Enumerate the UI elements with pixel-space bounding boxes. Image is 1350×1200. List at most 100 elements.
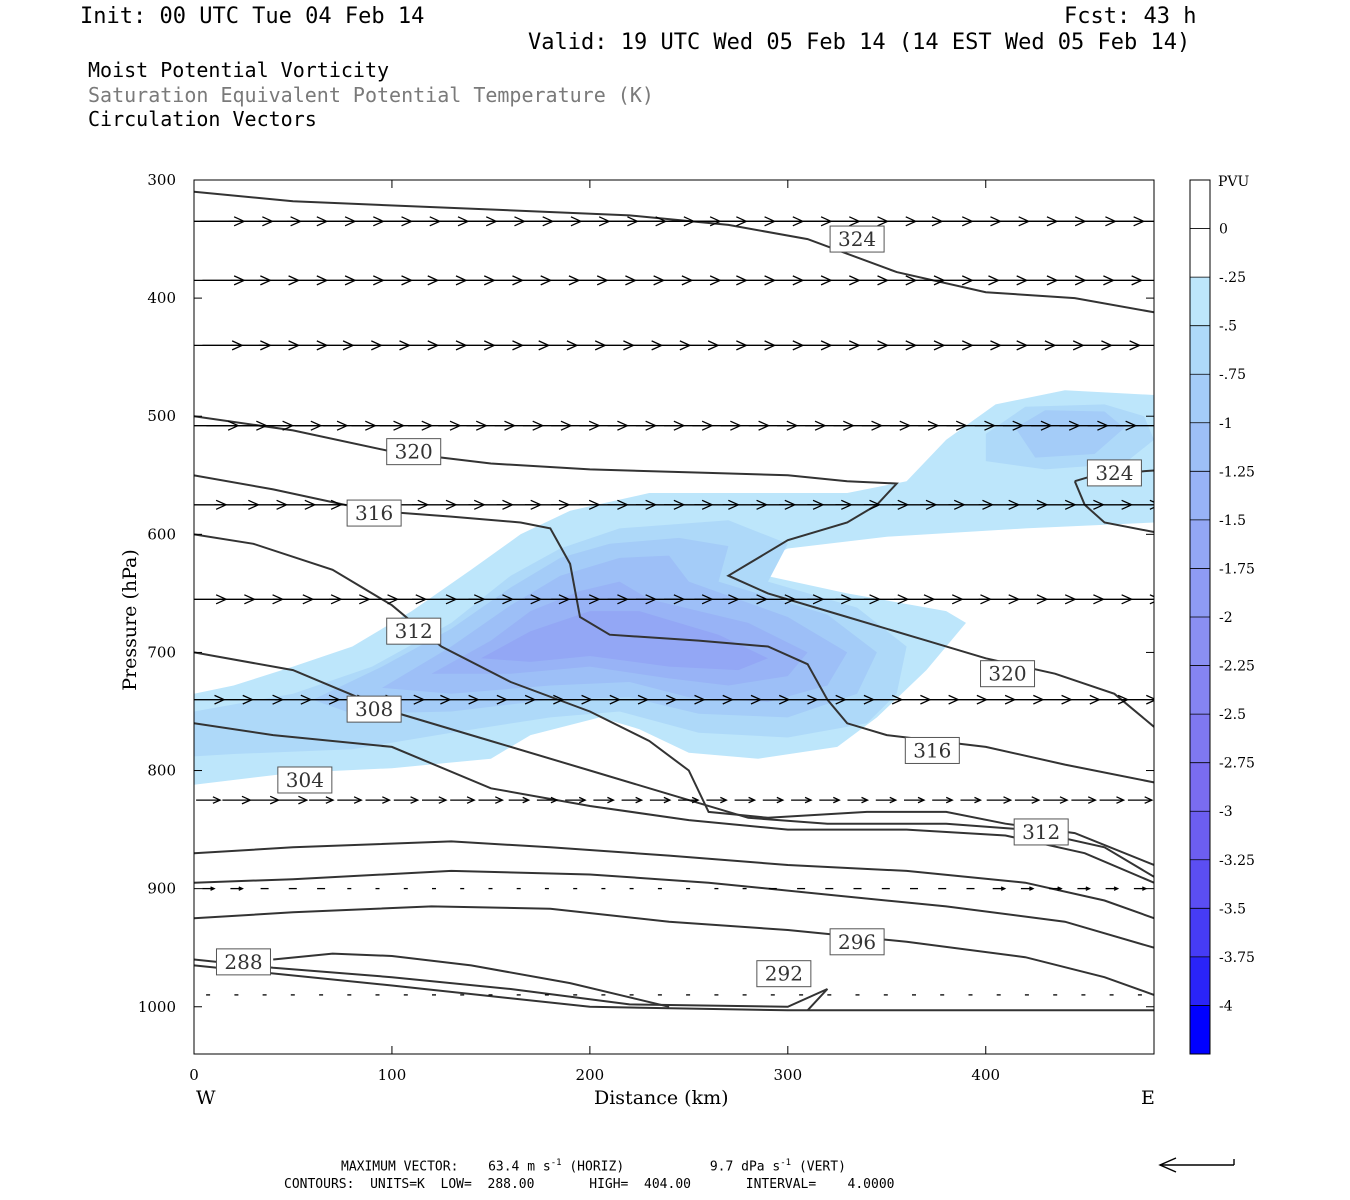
horiz-tag: (HORIZ) <box>569 1159 625 1175</box>
colorbar-tick-label: -.5 <box>1219 319 1237 335</box>
colorbar-swatch <box>1190 568 1210 618</box>
colorbar-tick-label: -3.25 <box>1219 853 1255 869</box>
field-thetae-title: Saturation Equivalent Potential Temperat… <box>88 83 654 107</box>
y-tick-label: 1000 <box>138 998 176 1016</box>
contour-label: 320 <box>386 438 442 466</box>
colorbar-swatch <box>1190 471 1210 521</box>
contour-label: 320 <box>980 660 1036 688</box>
theta-contour-11 <box>273 952 670 1008</box>
vector-arrow <box>847 796 870 804</box>
colorbar-swatch <box>1190 277 1210 327</box>
vector-arrow <box>230 886 244 891</box>
x-tick-label: 0 <box>189 1066 199 1084</box>
y-tick-label: 300 <box>147 171 176 189</box>
vector-arrow <box>1115 420 1154 431</box>
svg-text:324: 324 <box>1095 461 1133 485</box>
colorbar-swatch <box>1190 665 1210 715</box>
init-time: Init: 00 UTC Tue 04 Feb 14 <box>80 4 425 29</box>
vector-arrow <box>762 796 785 804</box>
vector-arrow <box>478 796 505 804</box>
colorbar-tick-label: -3.5 <box>1219 901 1246 917</box>
vector-arrow <box>1127 796 1154 804</box>
colorbar: 0 -.25 -.5 -.75 -1 -1.25 -1.5 -1.75 -2 -2.25 -2.5 -… <box>1189 179 1255 1055</box>
svg-text:288: 288 <box>224 950 262 974</box>
svg-text:292: 292 <box>765 962 803 986</box>
colorbar-tick-label: 0 <box>1219 222 1228 238</box>
y-tick-label: 700 <box>147 643 176 661</box>
theta-contour-0 <box>194 190 1154 314</box>
vector-arrow <box>1010 694 1045 705</box>
colorbar-swatch <box>1190 180 1210 230</box>
vector-arrow <box>278 795 309 805</box>
vector-arrow <box>1043 796 1069 804</box>
colorbar-swatch <box>1190 956 1210 1006</box>
colorbar-tick-label: -1.25 <box>1219 464 1255 480</box>
vector-arrow <box>954 694 989 705</box>
x-tick-label: 100 <box>378 1066 407 1084</box>
contour-label: 312 <box>1013 818 1069 846</box>
y-tick-label: 400 <box>147 289 176 307</box>
axes: 0 100 200 300 400 300 400 500 600 700 800 900 1000 <box>138 171 1154 1084</box>
vector-arrow <box>222 795 252 805</box>
colorbar-tick-label: -4 <box>1219 998 1233 1014</box>
vector-arrow <box>898 694 932 705</box>
contour-label: 292 <box>756 960 812 988</box>
vector-arrow <box>932 796 954 804</box>
x-west-label: W <box>196 1087 216 1109</box>
vector-arrow <box>1107 220 1154 222</box>
theta-contour-4 <box>194 474 1154 784</box>
vector-arrow <box>508 796 531 804</box>
svg-text:320: 320 <box>395 440 433 464</box>
vector-arrow <box>593 796 615 804</box>
vector-arrow <box>393 796 420 804</box>
vector-arrow <box>875 796 898 804</box>
theta-contour-5 <box>194 533 1154 866</box>
vector-arrow <box>1014 796 1041 804</box>
colorbar-tick-label: -3.75 <box>1219 950 1255 966</box>
svg-text:312: 312 <box>395 619 433 643</box>
vector-arrow <box>250 795 281 805</box>
contour-label: 288 <box>215 948 271 976</box>
vector-arrow <box>986 796 1013 804</box>
y-tick-label: 800 <box>147 762 176 780</box>
contour-label: 324 <box>1086 459 1142 487</box>
svg-text:312: 312 <box>1022 820 1060 844</box>
colorbar-swatch <box>1190 762 1210 812</box>
vector-arrow <box>536 796 559 804</box>
colorbar-tick-label: -1 <box>1219 416 1233 432</box>
vector-arrow <box>309 796 335 804</box>
vector-arrow <box>1133 886 1148 891</box>
contour-label: 312 <box>386 617 442 645</box>
y-tick-label: 900 <box>147 880 176 898</box>
vector-arrow <box>621 796 644 804</box>
max-vector-label: MAXIMUM VECTOR: <box>341 1159 459 1175</box>
vector-arrow <box>1109 279 1154 282</box>
colorbar-tick-label: -1.5 <box>1219 513 1246 529</box>
mpv-region-7 <box>481 611 768 671</box>
colorbar-tick-label: -3 <box>1219 804 1233 820</box>
y-tick-label: 600 <box>147 525 176 543</box>
theta-contour-13 <box>194 964 1154 1012</box>
vector-arrow <box>678 796 700 804</box>
svg-text:316: 316 <box>355 501 393 525</box>
contour-label: 296 <box>829 928 885 956</box>
vector-arrow <box>1123 694 1154 705</box>
vector-arrow <box>1099 796 1126 804</box>
x-east-label: E <box>1141 1087 1155 1109</box>
vector-arrow <box>734 796 757 804</box>
theta-contour-1 <box>194 415 1154 728</box>
colorbar-tick-label: -2.5 <box>1219 707 1246 723</box>
colorbar-swatch <box>1190 617 1210 667</box>
colorbar-tick-label: -.25 <box>1219 270 1246 286</box>
vector-arrow <box>1071 796 1097 804</box>
theta-contour-12 <box>194 958 829 1011</box>
vector-arrow <box>365 796 392 804</box>
vector-arrow <box>1111 344 1154 347</box>
vector-arrow <box>565 796 587 804</box>
x-tick-label: 300 <box>773 1066 802 1084</box>
theta-contour-3 <box>1073 480 1154 533</box>
field-mpv-title: Moist Potential Vorticity <box>88 58 390 82</box>
vector-arrow <box>1077 886 1091 891</box>
theta-contour-8 <box>194 840 1154 920</box>
